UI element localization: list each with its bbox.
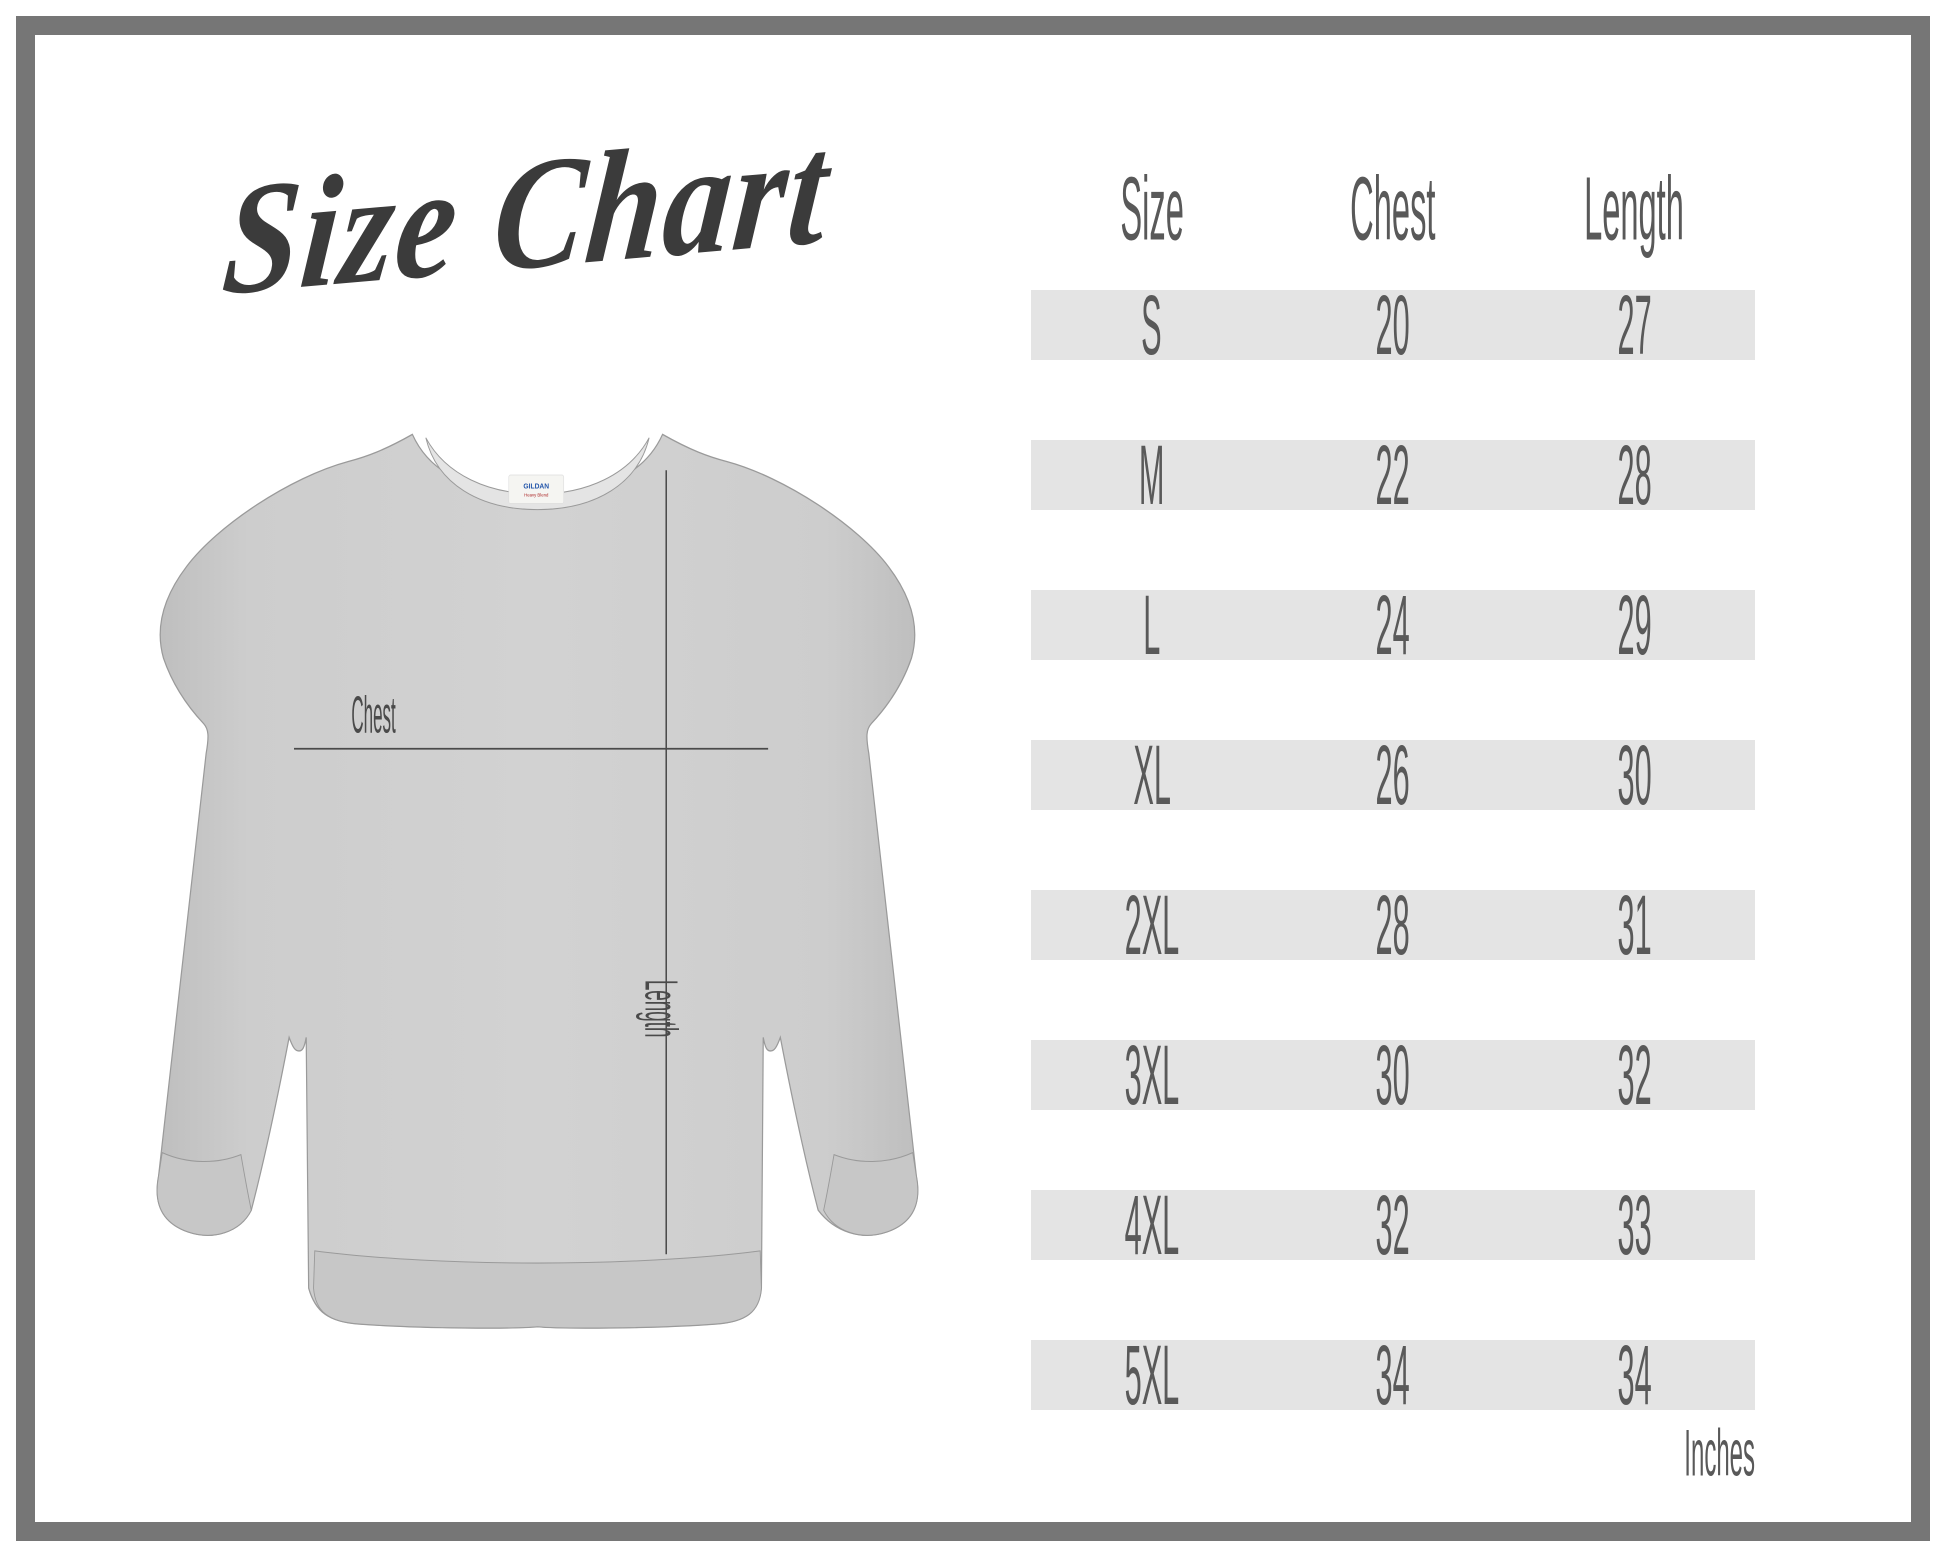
svg-text:Heavy Blend: Heavy Blend — [524, 493, 549, 498]
svg-text:Chest: Chest — [351, 687, 395, 745]
svg-text:Length: Length — [635, 980, 687, 1038]
svg-text:GILDAN: GILDAN — [523, 482, 549, 490]
